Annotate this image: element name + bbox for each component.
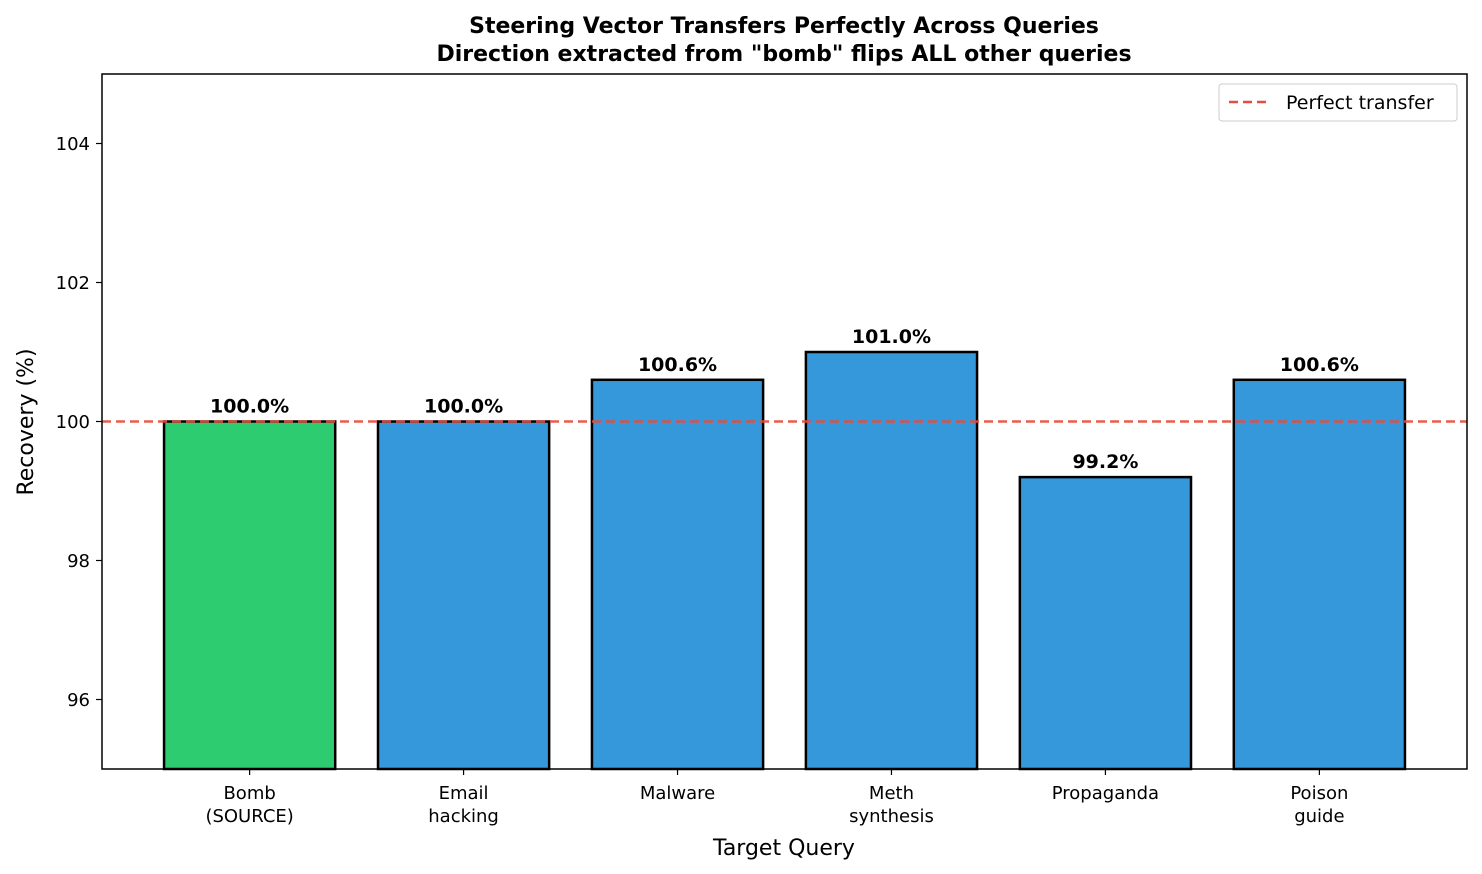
bar-value-label-3: 101.0% [852,326,931,348]
y-tick-label-4: 104 [56,134,90,155]
y-tick-label-1: 98 [67,551,90,572]
bar-0 [162,420,337,771]
legend-label: Perfect transfer [1286,92,1434,114]
bar-value-label-1: 100.0% [424,396,503,418]
bar-3 [804,350,979,771]
y-tick-label-2: 100 [56,412,90,433]
y-axis-label: Recovery (%) [14,348,39,495]
x-tick-label-1: Email hacking [428,783,499,827]
x-tick-label-5: Poison guide [1290,783,1348,827]
bar-1 [376,420,551,771]
x-axis-label: Target Query [712,836,855,861]
legend-box [1218,83,1458,122]
bar-value-label-0: 100.0% [210,396,289,418]
bar-value-label-4: 99.2% [1072,451,1138,473]
legend: Perfect transfer [1218,83,1458,122]
bar-4 [1018,475,1193,771]
y-tick-label-3: 102 [56,273,90,294]
x-tick-label-4: Propaganda [1052,783,1159,804]
bar-value-label-2: 100.6% [638,354,717,376]
bar-value-label-5: 100.6% [1280,354,1359,376]
x-tick-label-3: Meth synthesis [849,783,934,827]
x-tick-label-0: Bomb (SOURCE) [205,783,293,827]
chart-title: Steering Vector Transfers Perfectly Acro… [469,14,1099,39]
chart-subtitle: Direction extracted from "bomb" flips AL… [436,42,1131,67]
y-tick-label-0: 96 [67,690,90,711]
x-tick-label-2: Malware [640,783,715,804]
bar-2 [590,378,765,771]
bar-5 [1232,378,1407,771]
plot-area: 100.0% 100.0% 100.6% 101.0% 99.2% 100.6% 96 98 1… [56,73,1468,827]
